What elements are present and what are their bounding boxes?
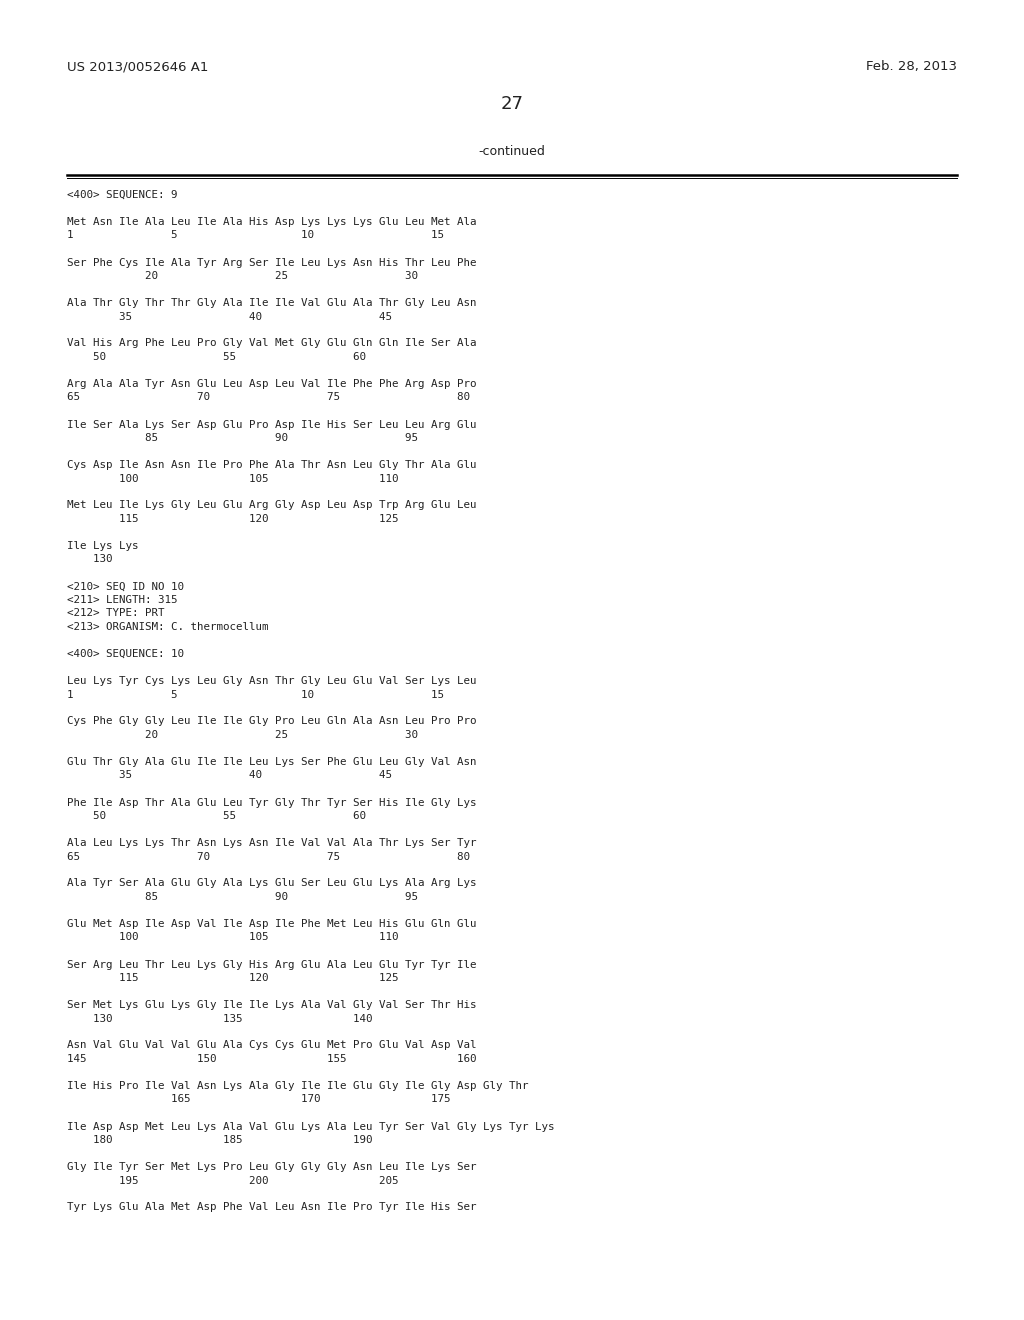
Text: 20                  25                  30: 20 25 30 [67,271,418,281]
Text: Asn Val Glu Val Val Glu Ala Cys Cys Glu Met Pro Glu Val Asp Val: Asn Val Glu Val Val Glu Ala Cys Cys Glu … [67,1040,476,1051]
Text: 35                  40                  45: 35 40 45 [67,312,392,322]
Text: Ala Leu Lys Lys Thr Asn Lys Asn Ile Val Val Ala Thr Lys Ser Tyr: Ala Leu Lys Lys Thr Asn Lys Asn Ile Val … [67,838,476,847]
Text: 165                 170                 175: 165 170 175 [67,1094,451,1105]
Text: 130: 130 [67,554,113,565]
Text: Glu Thr Gly Ala Glu Ile Ile Leu Lys Ser Phe Glu Leu Gly Val Asn: Glu Thr Gly Ala Glu Ile Ile Leu Lys Ser … [67,756,476,767]
Text: Feb. 28, 2013: Feb. 28, 2013 [866,59,957,73]
Text: Val His Arg Phe Leu Pro Gly Val Met Gly Glu Gln Gln Ile Ser Ala: Val His Arg Phe Leu Pro Gly Val Met Gly … [67,338,476,348]
Text: Tyr Lys Glu Ala Met Asp Phe Val Leu Asn Ile Pro Tyr Ile His Ser: Tyr Lys Glu Ala Met Asp Phe Val Leu Asn … [67,1203,476,1213]
Text: Gly Ile Tyr Ser Met Lys Pro Leu Gly Gly Gly Asn Leu Ile Lys Ser: Gly Ile Tyr Ser Met Lys Pro Leu Gly Gly … [67,1162,476,1172]
Text: Ala Thr Gly Thr Thr Gly Ala Ile Ile Val Glu Ala Thr Gly Leu Asn: Ala Thr Gly Thr Thr Gly Ala Ile Ile Val … [67,298,476,308]
Text: Ser Met Lys Glu Lys Gly Ile Ile Lys Ala Val Gly Val Ser Thr His: Ser Met Lys Glu Lys Gly Ile Ile Lys Ala … [67,1001,476,1010]
Text: 65                  70                  75                  80: 65 70 75 80 [67,851,470,862]
Text: Met Asn Ile Ala Leu Ile Ala His Asp Lys Lys Lys Glu Leu Met Ala: Met Asn Ile Ala Leu Ile Ala His Asp Lys … [67,216,476,227]
Text: <211> LENGTH: 315: <211> LENGTH: 315 [67,595,177,605]
Text: Ile Ser Ala Lys Ser Asp Glu Pro Asp Ile His Ser Leu Leu Arg Glu: Ile Ser Ala Lys Ser Asp Glu Pro Asp Ile … [67,420,476,429]
Text: <212> TYPE: PRT: <212> TYPE: PRT [67,609,165,619]
Text: Phe Ile Asp Thr Ala Glu Leu Tyr Gly Thr Tyr Ser His Ile Gly Lys: Phe Ile Asp Thr Ala Glu Leu Tyr Gly Thr … [67,797,476,808]
Text: 85                  90                  95: 85 90 95 [67,433,418,444]
Text: Ser Arg Leu Thr Leu Lys Gly His Arg Glu Ala Leu Glu Tyr Tyr Ile: Ser Arg Leu Thr Leu Lys Gly His Arg Glu … [67,960,476,969]
Text: 100                 105                 110: 100 105 110 [67,474,398,483]
Text: Arg Ala Ala Tyr Asn Glu Leu Asp Leu Val Ile Phe Phe Arg Asp Pro: Arg Ala Ala Tyr Asn Glu Leu Asp Leu Val … [67,379,476,389]
Text: 20                  25                  30: 20 25 30 [67,730,418,741]
Text: 50                  55                  60: 50 55 60 [67,352,366,362]
Text: <210> SEQ ID NO 10: <210> SEQ ID NO 10 [67,582,184,591]
Text: 195                 200                 205: 195 200 205 [67,1176,398,1185]
Text: 85                  90                  95: 85 90 95 [67,892,418,902]
Text: Leu Lys Tyr Cys Lys Leu Gly Asn Thr Gly Leu Glu Val Ser Lys Leu: Leu Lys Tyr Cys Lys Leu Gly Asn Thr Gly … [67,676,476,686]
Text: Ala Tyr Ser Ala Glu Gly Ala Lys Glu Ser Leu Glu Lys Ala Arg Lys: Ala Tyr Ser Ala Glu Gly Ala Lys Glu Ser … [67,879,476,888]
Text: 145                 150                 155                 160: 145 150 155 160 [67,1053,476,1064]
Text: -continued: -continued [478,145,546,158]
Text: Ile Lys Lys: Ile Lys Lys [67,541,138,550]
Text: 27: 27 [501,95,523,114]
Text: 1               5                   10                  15: 1 5 10 15 [67,689,444,700]
Text: 130                 135                 140: 130 135 140 [67,1014,373,1023]
Text: 50                  55                  60: 50 55 60 [67,810,366,821]
Text: 35                  40                  45: 35 40 45 [67,771,392,780]
Text: Ile Asp Asp Met Leu Lys Ala Val Glu Lys Ala Leu Tyr Ser Val Gly Lys Tyr Lys: Ile Asp Asp Met Leu Lys Ala Val Glu Lys … [67,1122,555,1131]
Text: Cys Asp Ile Asn Asn Ile Pro Phe Ala Thr Asn Leu Gly Thr Ala Glu: Cys Asp Ile Asn Asn Ile Pro Phe Ala Thr … [67,459,476,470]
Text: <400> SEQUENCE: 9: <400> SEQUENCE: 9 [67,190,177,201]
Text: <400> SEQUENCE: 10: <400> SEQUENCE: 10 [67,649,184,659]
Text: Ile His Pro Ile Val Asn Lys Ala Gly Ile Ile Glu Gly Ile Gly Asp Gly Thr: Ile His Pro Ile Val Asn Lys Ala Gly Ile … [67,1081,528,1092]
Text: Cys Phe Gly Gly Leu Ile Ile Gly Pro Leu Gln Ala Asn Leu Pro Pro: Cys Phe Gly Gly Leu Ile Ile Gly Pro Leu … [67,717,476,726]
Text: <213> ORGANISM: C. thermocellum: <213> ORGANISM: C. thermocellum [67,622,268,632]
Text: 65                  70                  75                  80: 65 70 75 80 [67,392,470,403]
Text: US 2013/0052646 A1: US 2013/0052646 A1 [67,59,208,73]
Text: 180                 185                 190: 180 185 190 [67,1135,373,1144]
Text: 115                 120                 125: 115 120 125 [67,973,398,983]
Text: 1               5                   10                  15: 1 5 10 15 [67,231,444,240]
Text: 115                 120                 125: 115 120 125 [67,513,398,524]
Text: Ser Phe Cys Ile Ala Tyr Arg Ser Ile Leu Lys Asn His Thr Leu Phe: Ser Phe Cys Ile Ala Tyr Arg Ser Ile Leu … [67,257,476,268]
Text: Glu Met Asp Ile Asp Val Ile Asp Ile Phe Met Leu His Glu Gln Glu: Glu Met Asp Ile Asp Val Ile Asp Ile Phe … [67,919,476,929]
Text: Met Leu Ile Lys Gly Leu Glu Arg Gly Asp Leu Asp Trp Arg Glu Leu: Met Leu Ile Lys Gly Leu Glu Arg Gly Asp … [67,500,476,511]
Text: 100                 105                 110: 100 105 110 [67,932,398,942]
